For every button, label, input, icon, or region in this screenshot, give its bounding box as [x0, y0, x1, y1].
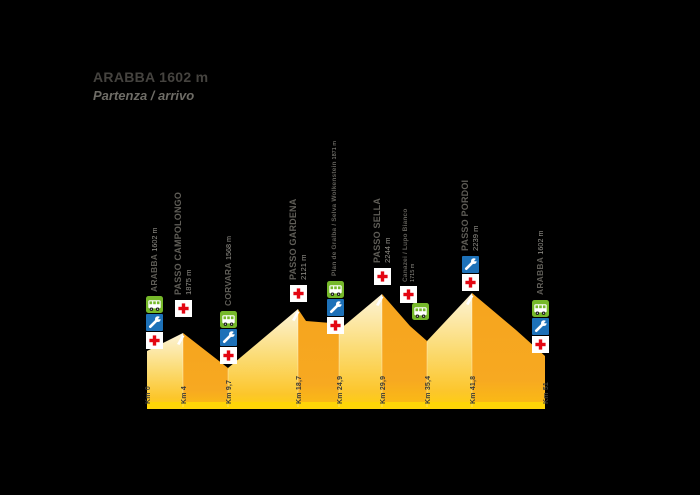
bus-icon [532, 300, 549, 317]
profile-segment [228, 309, 298, 409]
mechanic-wrench-icon [462, 256, 479, 273]
km-label: Km 4 [181, 386, 188, 404]
km-label: Km 35,4 [425, 375, 432, 404]
first-aid-cross-icon [220, 347, 237, 364]
profile-segment [147, 333, 183, 409]
first-aid-cross-icon [327, 317, 344, 334]
summit-tick [466, 295, 474, 305]
profile-segment [472, 293, 545, 409]
first-aid-cross-icon [400, 286, 417, 303]
km-label: Km 18,7 [296, 375, 303, 404]
mechanic-wrench-icon [327, 299, 344, 316]
profile-segment [339, 294, 382, 409]
header: ARABBA 1602 m Partenza / arrivo [93, 69, 208, 103]
mechanic-wrench-icon [220, 329, 237, 346]
km-label: Km 9,7 [226, 379, 233, 404]
first-aid-cross-icon [462, 274, 479, 291]
page-subtitle: Partenza / arrivo [93, 88, 195, 103]
profile-segment [183, 333, 228, 409]
profile-segment [298, 309, 339, 409]
mechanic-wrench-icon [146, 314, 163, 331]
first-aid-cross-icon [175, 300, 192, 317]
km-label: Km 41,8 [470, 375, 477, 404]
bus-icon [412, 303, 429, 320]
baseline-strip [147, 402, 545, 409]
mechanic-wrench-icon [532, 318, 549, 335]
summit-tick [177, 335, 185, 345]
first-aid-cross-icon [532, 336, 549, 353]
km-label: Km 51 [543, 381, 550, 404]
profile-segment [427, 293, 472, 409]
km-label: Km 0 [145, 386, 152, 404]
bus-icon [327, 281, 344, 298]
page-title: ARABBA 1602 m [93, 69, 209, 85]
summit-tick [376, 296, 384, 306]
bus-icon [220, 311, 237, 328]
summit-tick [292, 311, 300, 321]
km-label: Km 29,9 [380, 375, 387, 404]
first-aid-cross-icon [146, 332, 163, 349]
km-label: Km 24,9 [337, 375, 344, 404]
profile-segment [382, 294, 427, 409]
first-aid-cross-icon [374, 268, 391, 285]
first-aid-cross-icon [290, 285, 307, 302]
bus-icon [146, 296, 163, 313]
